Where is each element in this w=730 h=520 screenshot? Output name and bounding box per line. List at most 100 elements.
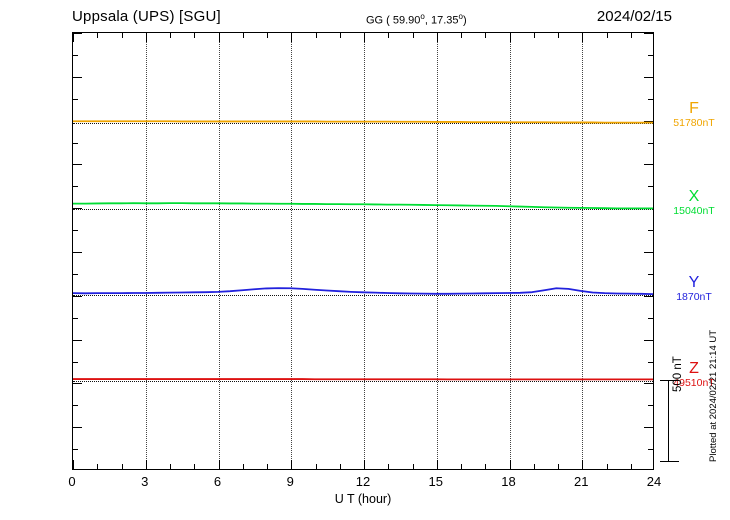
axis-tick-minor [97,33,99,38]
axis-tick-minor [73,98,78,100]
axis-tick-minor [648,361,653,363]
axis-tick-minor [73,361,78,363]
axis-tick-minor [533,464,535,469]
axis-tick-minor [388,464,390,469]
axis-tick-major [364,460,365,469]
axis-tick-minor [630,464,632,469]
axis-tick-major [436,460,438,469]
gridline-vertical [218,33,220,469]
axis-tick-major [582,33,584,42]
trace-lines [73,120,653,381]
axis-tick-major [644,295,653,297]
scale-bar [660,380,679,462]
axis-tick-major [145,460,147,469]
scale-bar-bottom-cap [660,461,679,462]
axis-tick-minor [412,33,414,38]
axis-tick-minor [170,464,171,469]
axis-tick-major [644,252,653,253]
component-label-f: F 51780nT [658,100,730,130]
component-label-z: Z 49510nT [658,360,730,390]
axis-tick-minor [648,273,653,275]
gridline-vertical [582,33,584,469]
axis-tick-minor [121,464,123,469]
axis-tick-minor [630,33,632,38]
axis-tick-major [364,33,365,42]
axis-tick-minor [339,33,341,38]
trace-x [73,202,653,210]
axis-tick-minor [242,33,244,38]
axis-tick-minor [533,33,535,38]
axis-tick-minor [648,317,653,319]
axis-tick-minor [412,464,414,469]
component-label-y: Y 1870nT [658,274,730,304]
x-axis-tick-label: 6 [213,474,222,489]
axis-tick-minor [648,230,653,232]
x-axis-tick-label: 21 [574,474,589,489]
axis-tick-minor [315,464,317,469]
axis-tick-major [644,164,653,166]
axis-tick-major [291,460,293,469]
axis-tick-major [73,295,82,297]
axis-tick-minor [73,54,78,56]
axis-tick-major [509,460,511,469]
axis-tick-minor [388,33,390,38]
axis-tick-major [73,383,82,385]
gridline-vertical [291,33,293,469]
scale-bar-top-cap [660,380,679,381]
axis-tick-major [73,339,82,341]
axis-tick-minor [606,464,608,469]
axis-tick-major [73,76,82,78]
axis-tick-major [644,383,653,385]
axis-tick-minor [97,464,99,469]
x-axis-tick-label: 0 [68,474,76,489]
axis-tick-minor [648,54,653,56]
axis-tick-major [436,33,438,42]
baseline-z [73,381,653,382]
axis-tick-major [73,460,74,469]
gridline-vertical [436,33,438,469]
trace-y [73,287,653,296]
axis-tick-major [73,164,82,166]
baseline-y [73,295,653,296]
axis-tick-minor [170,33,171,38]
axis-tick-major [644,427,653,429]
observation-date: 2024/02/15 [596,8,672,25]
plot-area [72,32,654,470]
gridline-vertical [364,33,365,469]
axis-tick-minor [267,33,268,38]
axis-tick-minor [315,33,317,38]
axis-tick-minor [648,405,653,407]
axis-tick-minor [558,33,559,38]
axis-tick-major [73,33,74,42]
axis-tick-major [73,33,82,34]
component-value-z: 49510nT [673,377,715,389]
axis-tick-minor [73,186,78,188]
axis-tick-major [218,460,220,469]
x-axis-tick-label: 18 [501,474,516,489]
axis-tick-major [73,427,82,429]
axis-tick-major [644,120,653,122]
component-label-x: X 15040nT [658,188,730,218]
axis-tick-minor [485,33,487,38]
axis-tick-minor [73,142,78,144]
axis-tick-minor [648,186,653,188]
axis-tick-minor [73,273,78,275]
axis-tick-major [73,252,82,253]
x-axis-title: U T (hour) [334,492,392,506]
x-axis-tick-label: 9 [286,474,294,489]
component-value-y: 1870nT [676,291,712,303]
component-value-x: 15040nT [673,205,715,217]
gridline-vertical [145,33,147,469]
axis-tick-minor [339,464,341,469]
axis-tick-major [509,33,511,42]
coords-suffix: ) [462,14,467,27]
x-axis-tick-label: 15 [428,474,443,489]
x-axis-tick-label: 24 [646,474,662,489]
axis-tick-major [218,33,220,42]
axis-tick-minor [485,464,487,469]
component-letter-y: Y [688,274,700,291]
axis-tick-major [644,339,653,341]
axis-tick-major [644,33,653,34]
axis-tick-minor [73,405,78,407]
